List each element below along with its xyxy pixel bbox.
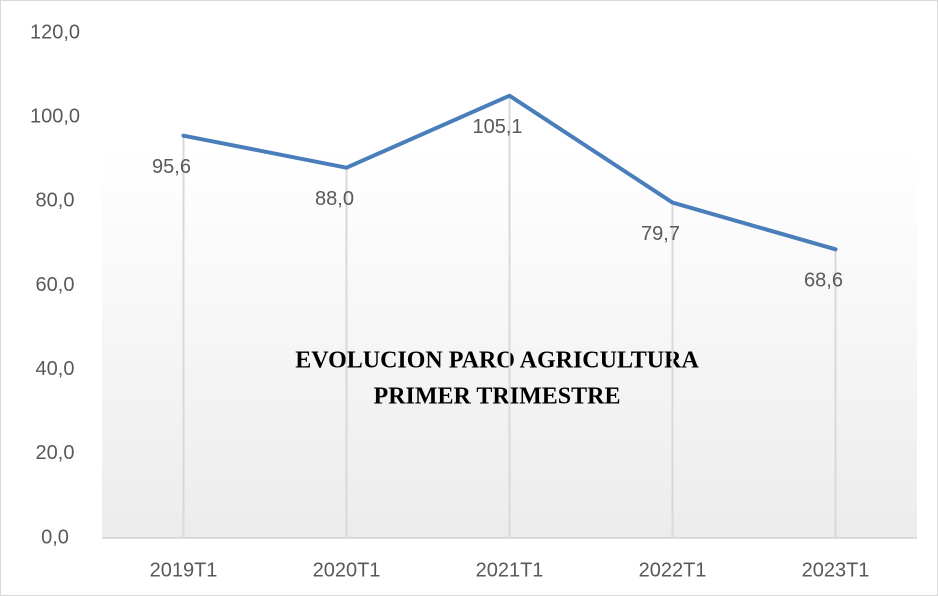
data-label: 95,6: [152, 156, 191, 178]
data-label: 79,7: [641, 223, 680, 245]
x-tick-label: 2021T1: [476, 559, 544, 581]
y-tick-label: 120,0: [30, 21, 80, 43]
y-tick-label: 60,0: [36, 274, 75, 296]
x-tick-label: 2020T1: [313, 559, 381, 581]
x-tick-label: 2022T1: [639, 559, 707, 581]
x-tick-label: 2019T1: [150, 559, 218, 581]
chart-title: EVOLUCION PARO AGRICULTURA: [295, 348, 699, 374]
data-label: 68,6: [804, 270, 843, 292]
y-tick-label: 20,0: [36, 442, 75, 464]
series-line: [181, 93, 838, 252]
y-tick-label: 100,0: [30, 105, 80, 127]
y-tick-label: 80,0: [36, 190, 75, 212]
y-tick-label: 0,0: [41, 526, 69, 548]
chart-title: PRIMER TRIMESTRE: [374, 384, 621, 410]
y-tick-label: 40,0: [36, 358, 75, 380]
x-tick-label: 2023T1: [802, 559, 870, 581]
data-label: 105,1: [472, 116, 522, 138]
data-label: 88,0: [315, 188, 354, 210]
